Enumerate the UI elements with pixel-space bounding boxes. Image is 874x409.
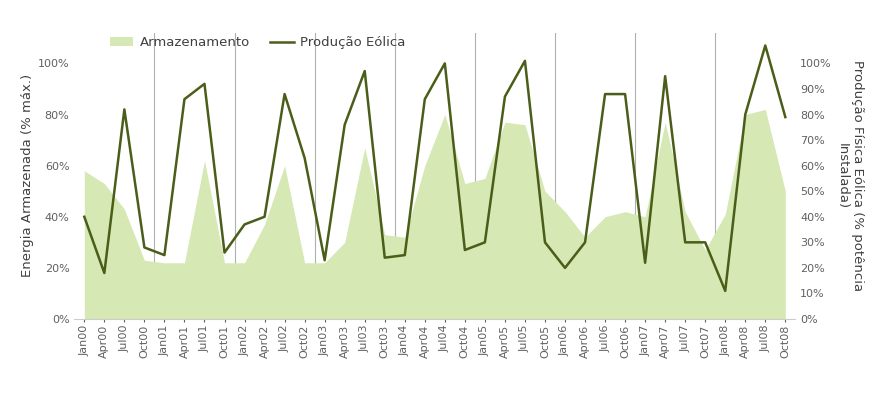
Y-axis label: Produção Física Eólica (% potência
Instalada): Produção Física Eólica (% potência Insta…	[836, 60, 864, 292]
Produção Eólica	[640, 261, 650, 265]
Produção Eólica	[359, 69, 370, 74]
Produção Eólica	[199, 81, 210, 86]
Produção Eólica	[460, 247, 470, 252]
Line: Produção Eólica: Produção Eólica	[84, 45, 786, 291]
Produção Eólica	[660, 74, 670, 79]
Produção Eólica	[239, 222, 250, 227]
Produção Eólica	[559, 265, 570, 270]
Produção Eólica	[740, 112, 751, 117]
Produção Eólica	[579, 240, 590, 245]
Produção Eólica	[319, 258, 329, 263]
Produção Eólica	[139, 245, 149, 250]
Produção Eólica	[79, 214, 89, 219]
Produção Eólica	[379, 255, 390, 260]
Produção Eólica	[179, 97, 190, 102]
Produção Eólica	[500, 94, 510, 99]
Produção Eólica	[680, 240, 690, 245]
Produção Eólica	[119, 107, 129, 112]
Produção Eólica	[720, 288, 731, 293]
Produção Eólica	[339, 122, 350, 127]
Produção Eólica	[260, 214, 270, 219]
Produção Eólica	[620, 92, 630, 97]
Produção Eólica	[440, 61, 450, 66]
Produção Eólica	[99, 271, 109, 276]
Legend: Armazenamento, Produção Eólica: Armazenamento, Produção Eólica	[110, 36, 406, 49]
Produção Eólica	[780, 115, 791, 119]
Produção Eólica	[760, 43, 771, 48]
Produção Eólica	[300, 155, 310, 160]
Produção Eólica	[399, 253, 410, 258]
Produção Eólica	[520, 58, 531, 63]
Produção Eólica	[280, 92, 290, 97]
Produção Eólica	[600, 92, 610, 97]
Produção Eólica	[219, 250, 230, 255]
Y-axis label: Energia Armazenada (% máx.): Energia Armazenada (% máx.)	[21, 74, 33, 277]
Produção Eólica	[700, 240, 711, 245]
Produção Eólica	[480, 240, 490, 245]
Produção Eólica	[159, 253, 170, 258]
Produção Eólica	[540, 240, 551, 245]
Produção Eólica	[420, 97, 430, 102]
